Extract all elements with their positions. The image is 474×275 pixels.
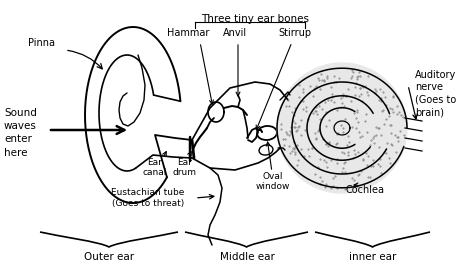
Text: Ear
drum: Ear drum xyxy=(173,158,197,177)
Text: Eustachian tube
(Goes to threat): Eustachian tube (Goes to threat) xyxy=(111,188,185,208)
Text: Pinna: Pinna xyxy=(28,38,55,48)
Circle shape xyxy=(277,63,407,193)
Text: Middle ear: Middle ear xyxy=(219,252,274,262)
Text: Outer ear: Outer ear xyxy=(84,252,134,262)
Text: Sound
waves
enter
here: Sound waves enter here xyxy=(4,108,37,158)
Text: Anvil: Anvil xyxy=(223,28,247,38)
Text: Ear
canal: Ear canal xyxy=(143,158,167,177)
Text: Oval
window: Oval window xyxy=(256,172,290,191)
Text: Cochlea: Cochlea xyxy=(346,185,384,195)
Text: Hammar: Hammar xyxy=(167,28,209,38)
Text: Auditory
nerve
(Goes to
brain): Auditory nerve (Goes to brain) xyxy=(415,70,456,117)
Text: inner ear: inner ear xyxy=(349,252,397,262)
Text: Three tiny ear bones: Three tiny ear bones xyxy=(201,14,309,24)
Text: Stirrup: Stirrup xyxy=(278,28,311,38)
